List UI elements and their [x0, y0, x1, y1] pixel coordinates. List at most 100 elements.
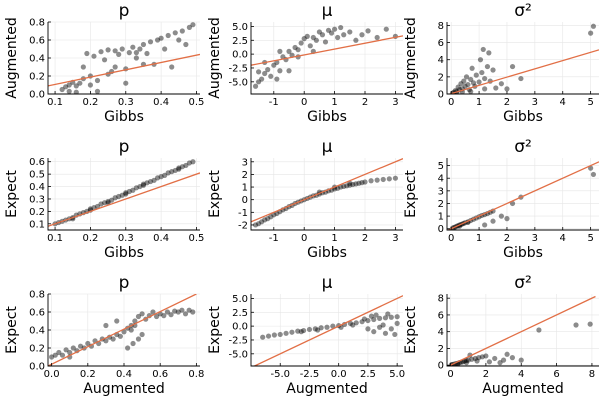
data-point [182, 311, 189, 317]
panel-title: σ² [514, 273, 532, 293]
data-point [590, 23, 597, 29]
x-tick-label: -5.0 [270, 369, 290, 380]
data-point [165, 170, 171, 176]
data-point [80, 64, 86, 70]
data-point [315, 327, 321, 333]
data-point [119, 192, 125, 198]
x-tick-label: 0.4 [153, 97, 169, 108]
y-tick-label: -5.0 [228, 77, 248, 88]
data-point [256, 69, 262, 75]
y-axis-label: Expect [403, 170, 419, 218]
y-tick-label: 2 [438, 344, 444, 355]
y-tick-label: 0.8 [29, 18, 45, 29]
data-point [84, 50, 90, 57]
x-tick-label: 4 [518, 369, 524, 380]
x-tick-label: 6 [553, 369, 559, 380]
reference-line [251, 158, 403, 223]
data-point [137, 183, 143, 190]
panel-title: μ [322, 273, 333, 293]
data-point [271, 332, 277, 338]
data-point [498, 81, 504, 87]
data-point [190, 159, 196, 165]
axis-spines [446, 158, 599, 231]
data-point [377, 315, 383, 321]
x-tick-label: 5 [587, 233, 593, 244]
data-point [277, 331, 283, 338]
x-axis-label: Augmented [286, 381, 367, 397]
data-point [350, 181, 356, 188]
data-point [468, 76, 474, 83]
y-tick-label: 0.6 [29, 157, 45, 168]
data-point [105, 47, 111, 53]
data-point [119, 46, 125, 52]
data-point [135, 336, 142, 342]
reference-line [447, 295, 596, 366]
data-point [479, 354, 485, 360]
data-point [359, 32, 365, 38]
data-point [59, 352, 66, 358]
x-tick-label: 0.6 [152, 369, 168, 380]
data-point [298, 329, 304, 335]
data-point [144, 180, 150, 186]
data-point [295, 328, 301, 334]
data-point [125, 345, 131, 351]
y-tick-label: 0 [438, 224, 444, 235]
y-axis-label: Augmented [207, 17, 223, 98]
data-point [91, 205, 97, 211]
data-point [476, 355, 482, 361]
data-point [121, 329, 127, 335]
data-point [105, 198, 111, 205]
data-point [87, 206, 94, 212]
y-tick-label: 0.3 [29, 194, 45, 205]
data-point [392, 175, 398, 181]
data-point [463, 357, 470, 364]
panel-title: p [119, 137, 130, 157]
data-point [176, 165, 182, 171]
data-point [310, 34, 316, 41]
y-axis-label: Expect [403, 306, 419, 354]
data-point [359, 180, 365, 186]
data-point [341, 32, 347, 38]
plot-area [252, 295, 403, 366]
x-tick-label: 0.5 [189, 233, 205, 244]
data-point [359, 319, 365, 325]
data-point [186, 24, 192, 30]
data-point [132, 318, 138, 324]
x-tick-label: 0 [448, 97, 454, 108]
data-point [126, 188, 132, 195]
y-tick-label: 4 [438, 55, 444, 66]
x-tick-label: 1 [476, 233, 482, 244]
data-point [63, 347, 69, 353]
reference-line [447, 49, 599, 94]
data-point [130, 340, 136, 347]
data-point [518, 357, 524, 363]
data-point [101, 57, 108, 63]
data-point [500, 357, 507, 363]
data-point [486, 50, 492, 56]
panel-9: 0 2 4 6 8 0 2 4 6 8 σ² Augmented Expect [403, 273, 599, 397]
data-point [324, 324, 330, 330]
axis-spines [250, 22, 403, 95]
data-point [128, 327, 134, 333]
data-point [306, 326, 313, 333]
data-point [374, 34, 380, 41]
data-point [477, 57, 484, 63]
data-point [259, 76, 265, 82]
data-point [123, 80, 129, 86]
data-point [262, 70, 268, 77]
data-point [168, 312, 174, 318]
x-axis-label: Gibbs [503, 245, 543, 261]
x-tick-label: 8 [589, 369, 595, 380]
data-point [388, 326, 394, 332]
x-tick-label: 3 [392, 233, 398, 244]
y-tick-label: 5.0 [232, 294, 248, 305]
data-point [150, 309, 156, 315]
x-axis-label: Augmented [482, 381, 563, 397]
y-tick-label: 0.2 [29, 207, 45, 218]
data-point [256, 79, 262, 85]
data-point [347, 182, 353, 188]
data-point [292, 44, 298, 51]
x-tick-label: 2 [504, 233, 510, 244]
x-tick-label: 0.0 [331, 369, 347, 380]
